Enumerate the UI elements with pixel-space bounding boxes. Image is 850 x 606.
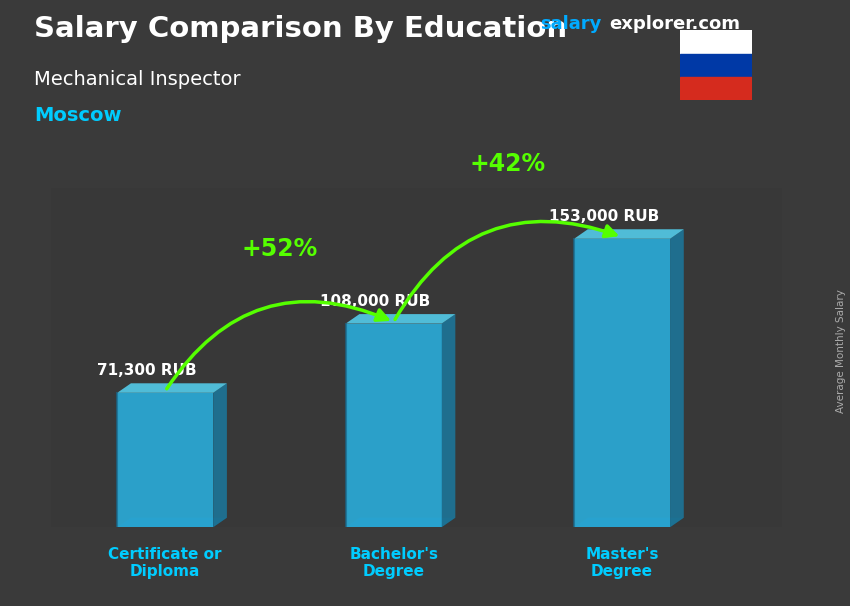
- Text: Salary Comparison By Education: Salary Comparison By Education: [34, 15, 567, 43]
- Text: salary: salary: [540, 15, 601, 33]
- Text: 153,000 RUB: 153,000 RUB: [549, 208, 659, 224]
- Polygon shape: [213, 383, 227, 527]
- Polygon shape: [574, 239, 670, 527]
- Polygon shape: [117, 383, 227, 393]
- Polygon shape: [442, 314, 456, 527]
- Polygon shape: [117, 393, 213, 527]
- Text: 108,000 RUB: 108,000 RUB: [320, 293, 430, 308]
- Bar: [680, 77, 752, 100]
- Text: Mechanical Inspector: Mechanical Inspector: [34, 70, 241, 88]
- Polygon shape: [670, 229, 683, 527]
- Text: Moscow: Moscow: [34, 106, 122, 125]
- Polygon shape: [574, 518, 683, 527]
- Polygon shape: [117, 518, 227, 527]
- Bar: [680, 53, 752, 77]
- Text: 71,300 RUB: 71,300 RUB: [97, 363, 196, 378]
- Polygon shape: [346, 518, 456, 527]
- Bar: [680, 30, 752, 53]
- FancyArrowPatch shape: [395, 221, 615, 319]
- Text: +52%: +52%: [241, 237, 318, 261]
- Polygon shape: [346, 314, 456, 324]
- Text: explorer.com: explorer.com: [609, 15, 740, 33]
- Polygon shape: [346, 324, 442, 527]
- Text: Average Monthly Salary: Average Monthly Salary: [836, 290, 846, 413]
- Text: +42%: +42%: [470, 152, 546, 176]
- FancyArrowPatch shape: [167, 302, 388, 389]
- Polygon shape: [574, 229, 683, 239]
